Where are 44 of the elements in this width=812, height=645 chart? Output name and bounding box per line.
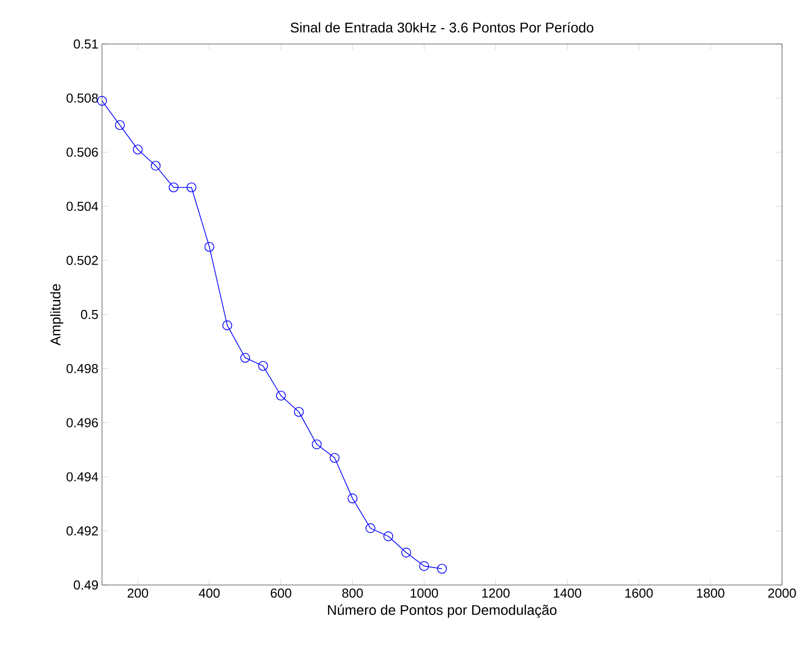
x-tick-label: 1000 xyxy=(410,588,438,598)
point xyxy=(168,182,178,192)
x-tick-label: 400 xyxy=(198,588,220,598)
x-tick-label: 2000 xyxy=(768,588,796,598)
point xyxy=(366,523,376,534)
y-axis-title: Amplitude xyxy=(50,284,64,346)
point xyxy=(222,320,232,330)
y-tick-label: 0.49 xyxy=(74,580,98,590)
point xyxy=(348,494,358,504)
x-tick-label: 1200 xyxy=(482,588,510,598)
y-tick-label: 0.502 xyxy=(66,256,98,265)
point xyxy=(97,96,107,106)
y-tick-label: 0.51 xyxy=(74,39,98,49)
x-tick-label: 1400 xyxy=(554,588,582,598)
y-tick-label: 0.494 xyxy=(66,472,98,482)
point xyxy=(383,531,394,542)
x-tick-label: 1600 xyxy=(625,588,653,598)
y-tick-label: 0.504 xyxy=(66,202,98,211)
point xyxy=(419,561,430,571)
point xyxy=(114,120,125,130)
y-tick-label: 0.496 xyxy=(66,418,98,428)
y-tick-label: 0.506 xyxy=(66,148,98,157)
point xyxy=(240,352,250,363)
y-tick-label: 0.492 xyxy=(66,526,98,536)
point xyxy=(294,406,304,417)
x-tick-label: 800 xyxy=(342,588,363,598)
y-tick-label: 0.508 xyxy=(66,94,98,103)
point xyxy=(258,360,268,371)
point xyxy=(276,390,286,401)
point xyxy=(401,548,412,558)
y-tick-label: 0.498 xyxy=(66,364,98,374)
chart-title: Sinal de Entrada 30kHz - 3.6 Pontos Por Período xyxy=(290,22,594,33)
point xyxy=(330,452,340,463)
point xyxy=(312,439,322,450)
point xyxy=(132,144,143,154)
point xyxy=(204,242,214,252)
point xyxy=(150,160,161,171)
x-tick-label: 600 xyxy=(270,588,292,598)
point xyxy=(186,182,196,192)
point xyxy=(437,564,447,574)
x-axis-title: Número de Pontos por Demodulação xyxy=(328,604,557,618)
x-tick-label: 200 xyxy=(128,588,148,598)
y-tick-label: 0.5 xyxy=(80,310,98,320)
x-tick-label: 1800 xyxy=(697,588,724,598)
